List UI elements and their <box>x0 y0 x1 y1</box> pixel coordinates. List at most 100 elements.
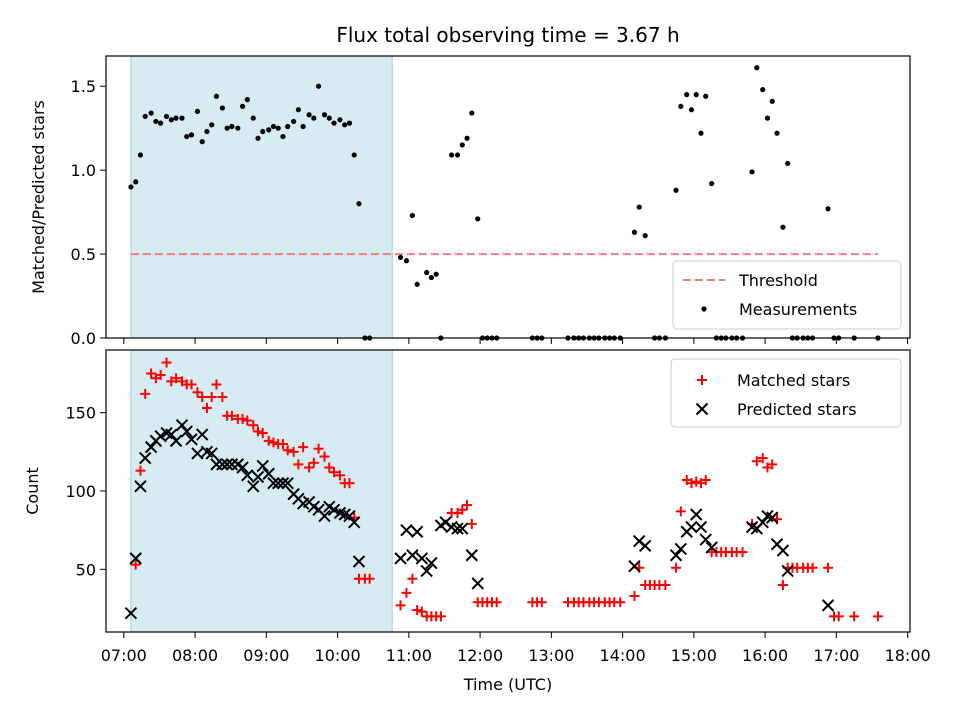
matched-star-point <box>660 580 671 590</box>
matched-star-point <box>777 580 788 590</box>
measurement-point <box>454 152 461 158</box>
measurement-point <box>153 118 159 125</box>
x-b <box>307 500 321 513</box>
matched-star-point <box>700 475 711 486</box>
x-b <box>236 461 249 474</box>
matched-star-point <box>691 476 702 487</box>
measurement-point <box>673 187 679 193</box>
x-b <box>394 552 407 565</box>
matched-star-point <box>304 462 315 473</box>
measurement-point <box>636 204 642 210</box>
matched-star-point <box>462 500 473 511</box>
legend-box <box>672 260 902 330</box>
legend-matched-label: Matched stars <box>737 371 850 390</box>
measurement-point <box>224 125 230 131</box>
measurement-point <box>780 224 786 230</box>
x-b <box>343 509 356 523</box>
matched-star-point <box>334 470 345 481</box>
measurement-point <box>760 86 766 93</box>
measurement-point <box>342 122 348 128</box>
x-b <box>770 538 784 551</box>
x-b <box>456 522 469 535</box>
bottom-shaded-interval <box>130 349 393 633</box>
measurement-point <box>684 92 690 98</box>
predicted-star-point <box>216 458 229 471</box>
x-b <box>124 606 138 620</box>
y-tick-label: 0.5 <box>71 245 96 264</box>
x-b <box>216 458 229 471</box>
measurement-point <box>337 117 343 123</box>
bottom-y-axis-label: Count <box>23 467 42 515</box>
x-b <box>347 516 361 529</box>
y-tick-label: 100 <box>65 482 96 501</box>
predicted-star-point <box>124 606 138 620</box>
predicted-star-point <box>410 525 424 538</box>
measurement-point <box>280 133 286 140</box>
predicted-star-point <box>406 549 419 562</box>
measurement-point <box>703 93 709 99</box>
measurement-point <box>346 120 353 126</box>
matched-star-point <box>161 357 172 368</box>
measurement-point <box>244 97 250 103</box>
x-tick-label: 12:00 <box>457 646 503 665</box>
predicted-star-point <box>685 520 698 534</box>
measurement-point <box>188 132 195 138</box>
predicted-star-point <box>180 425 193 438</box>
top-axes-frame <box>105 55 911 339</box>
measurement-point <box>270 123 277 130</box>
predicted-star-point <box>699 533 712 546</box>
bottom-y-ticks: 50 100 150 <box>65 404 106 579</box>
x-b <box>271 476 285 490</box>
measurement-point <box>204 128 210 135</box>
predicted-star-point <box>185 433 198 446</box>
matched-star-point <box>206 392 217 402</box>
predicted-star-point <box>281 476 294 490</box>
x-b <box>200 445 214 459</box>
x-b <box>420 564 433 578</box>
measurement-point <box>459 142 465 148</box>
x-b <box>191 447 204 460</box>
predicted-star-point <box>175 418 189 432</box>
x-tick-label: 07:00 <box>101 646 147 665</box>
predicted-star-point <box>191 447 204 460</box>
x-b <box>165 428 178 441</box>
measurement-point <box>785 160 791 167</box>
y-tick-label: 50 <box>76 560 96 579</box>
predicted-star-point <box>465 549 478 562</box>
matched-star-point <box>146 368 157 379</box>
predicted-star-point <box>343 509 356 523</box>
measurement-point <box>678 103 684 109</box>
matched-star-point <box>313 443 324 454</box>
matched-star-point <box>288 446 299 457</box>
legend-measurement-swatch <box>701 306 707 312</box>
measurement-point <box>235 125 241 131</box>
x-b <box>129 552 142 565</box>
predicted-star-point <box>169 434 183 448</box>
matched-star-point <box>872 611 883 622</box>
measurement-point <box>688 107 695 113</box>
matched-star-point <box>833 611 844 622</box>
y-tick-label: 1.0 <box>71 161 96 180</box>
measurement-point <box>295 107 301 113</box>
predicted-star-point <box>471 577 484 590</box>
x-b <box>185 433 198 446</box>
matched-star-point <box>407 573 418 584</box>
matched-star-point <box>671 562 682 573</box>
x-b <box>705 541 718 554</box>
top-shaded-interval <box>130 55 393 339</box>
x-b <box>144 440 158 454</box>
measurement-point <box>133 179 139 185</box>
x-tick-label: 16:00 <box>742 646 788 665</box>
y-tick-label: 150 <box>65 404 96 423</box>
measurement-point <box>698 130 704 136</box>
measurement-point <box>351 152 357 158</box>
matched-star-point <box>416 606 427 617</box>
x-tick-label: 15:00 <box>671 646 717 665</box>
matched-star-point <box>155 370 166 381</box>
x-b <box>669 549 683 562</box>
matched-star-point <box>282 445 293 456</box>
matched-star-point <box>293 459 304 470</box>
measurement-point <box>331 120 337 126</box>
x-b <box>333 506 347 520</box>
